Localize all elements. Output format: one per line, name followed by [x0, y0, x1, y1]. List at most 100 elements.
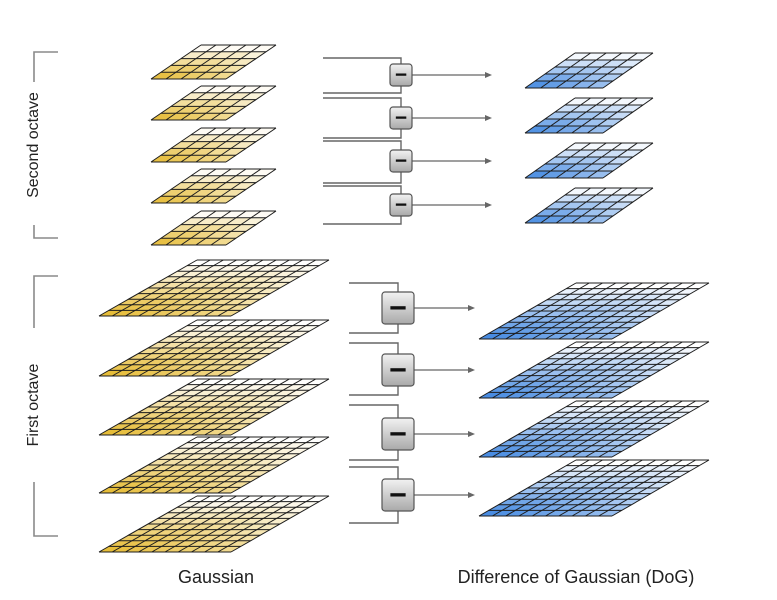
grid-line — [177, 259, 277, 317]
grid-cell — [544, 488, 568, 494]
grid-cell — [578, 499, 602, 505]
grid-cell — [577, 299, 601, 306]
grid-cell — [148, 518, 171, 524]
grid-cell — [203, 501, 227, 508]
grid-cell — [138, 370, 162, 376]
grid-cell — [548, 434, 571, 441]
grid-cell — [188, 423, 211, 430]
grid-cell — [560, 67, 587, 74]
grid-cell — [221, 189, 246, 197]
subtract-operator: − — [349, 466, 475, 524]
grid-cell — [257, 465, 280, 471]
grid-cell — [253, 401, 277, 407]
grid-cell — [191, 546, 215, 552]
grid-cell — [488, 504, 512, 511]
grid-cell — [161, 401, 185, 407]
grid-cell — [157, 453, 181, 460]
grid-cell — [573, 353, 597, 359]
grid-cell — [171, 476, 195, 482]
grid-cell — [171, 359, 195, 365]
grid-cell — [223, 276, 247, 283]
grid-cell — [210, 276, 234, 283]
grid-cell — [240, 518, 264, 524]
grid-cell — [236, 169, 261, 176]
grid-cell — [174, 423, 198, 430]
grid-cell — [620, 305, 644, 311]
grid-cell — [122, 364, 145, 371]
grid-cell — [207, 390, 231, 396]
grid-cell — [216, 99, 241, 107]
grid-line — [611, 400, 710, 458]
grid-cell — [540, 305, 564, 311]
grid-cell — [207, 507, 231, 513]
grid-cell — [188, 481, 211, 488]
input-connector — [349, 466, 399, 479]
grid-cell — [154, 353, 178, 360]
input-connector — [349, 450, 399, 461]
grid-cell — [167, 390, 191, 396]
grid-cell — [184, 453, 208, 460]
grid-cell — [565, 53, 591, 60]
grid-cell — [603, 299, 627, 306]
grid-cell — [598, 451, 622, 457]
grid-cell — [591, 112, 618, 119]
grid-cell — [196, 155, 221, 162]
grid-cell — [118, 535, 142, 541]
grid-line — [545, 282, 643, 340]
grid-cell — [574, 316, 598, 323]
grid-cell — [214, 364, 238, 371]
grid-cell — [168, 529, 191, 536]
grid-cell — [561, 316, 585, 323]
grid-cell — [550, 476, 574, 483]
grid-cell — [571, 216, 598, 223]
grid-cell — [296, 325, 320, 332]
grid-cell — [128, 412, 152, 419]
grid-cell — [164, 524, 188, 530]
grid-cell — [570, 105, 597, 112]
grid-cell — [266, 518, 290, 524]
grid-cell — [241, 175, 266, 183]
grid-cell — [220, 353, 244, 360]
grid-cell — [236, 45, 261, 52]
grid-cell — [276, 395, 300, 402]
grid-cell — [181, 217, 206, 225]
grid-cell — [226, 260, 250, 266]
grid-cell — [237, 453, 260, 460]
grid-line — [164, 319, 264, 377]
grid-cell — [148, 364, 172, 371]
grid-cell — [236, 86, 261, 93]
grid-cell — [174, 459, 198, 465]
grid-cell — [592, 342, 616, 348]
grid-cell — [197, 535, 221, 541]
grid-cell — [586, 294, 610, 300]
grid-cell — [601, 195, 628, 202]
grid-line — [585, 282, 683, 340]
grid-cell — [177, 524, 201, 530]
grid-cell — [151, 113, 176, 120]
grid-cell — [154, 470, 178, 477]
grid-cell — [221, 211, 246, 218]
grid-cell — [596, 406, 620, 413]
grid-cell — [213, 320, 237, 326]
grid-line — [611, 282, 710, 340]
subtract-box — [381, 291, 415, 325]
grid-cell — [570, 60, 597, 67]
grid-line — [204, 319, 303, 377]
grid-cell — [534, 375, 558, 382]
input-connector — [323, 57, 402, 64]
grid-cell — [557, 429, 581, 435]
grid-cell — [269, 265, 293, 272]
grid-cell — [178, 487, 202, 493]
grid-cell — [535, 74, 561, 81]
grid-cell — [191, 211, 216, 218]
grid-cell — [217, 310, 241, 316]
grid-cell — [556, 288, 580, 295]
grid-cell — [122, 304, 145, 311]
grid-cell — [276, 453, 300, 460]
grid-cell — [260, 448, 283, 454]
grid-cell — [585, 451, 609, 457]
grid-cell — [492, 392, 516, 398]
grid-cell — [596, 143, 622, 150]
grid-cell — [151, 155, 176, 162]
